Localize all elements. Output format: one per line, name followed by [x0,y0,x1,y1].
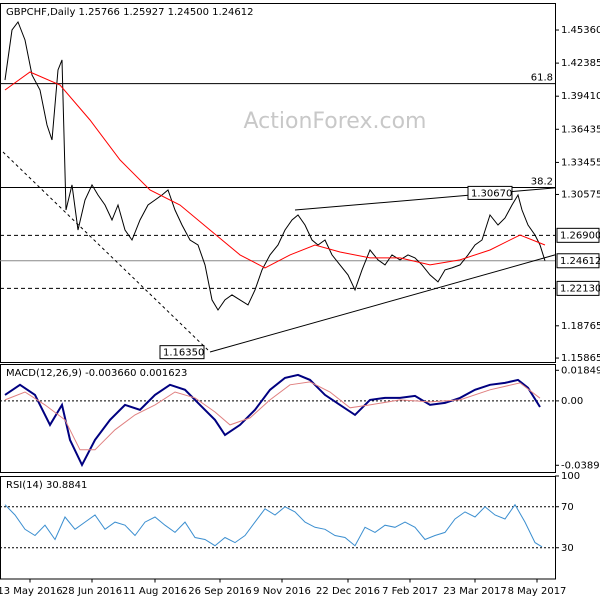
x-tick-label: 9 Nov 2016 [253,586,311,597]
x-tick-label: 8 May 2017 [508,586,567,597]
watermark: ActionForex.com [244,109,427,134]
y-tick-label: 1.45360 [561,25,600,36]
pane-frame [0,364,556,473]
price-box [556,253,600,269]
x-tick-label: 11 Aug 2016 [123,586,187,597]
x-tick-label: 13 May 2016 [0,586,63,597]
series-line [4,373,541,468]
series-line [4,71,546,269]
y-tick-label: 30 [561,543,574,554]
price-box [556,227,600,243]
pane-title: GBPCHF,Daily 1.25766 1.25927 1.24500 1.2… [6,7,254,18]
y-tick-label: 1.15865 [561,353,600,364]
price-label: 1.22130 [560,283,600,294]
y-tick-label: -0.038941 [561,460,600,471]
series-line [4,20,546,311]
y-tick-label: 70 [561,502,574,513]
price-box [556,280,600,296]
fib-label: 38.2 [531,177,553,188]
series-line [209,254,556,353]
x-tick-label: 26 Sep 2016 [188,586,251,597]
annotation-box [467,185,513,200]
pane-title: RSI(14) 30.8841 [6,480,87,491]
series-line [4,381,541,451]
x-tick-label: 22 Dec 2016 [316,586,380,597]
y-tick-label: 1.30575 [561,189,600,200]
fib-label: 61.8 [531,73,553,84]
y-tick-label: 0.00 [561,396,583,407]
y-tick-label: 0.018495 [561,365,600,376]
x-tick-label: 7 Feb 2017 [382,586,438,597]
x-tick-label: 28 Jun 2016 [62,586,122,597]
y-tick-label: 1.18765 [561,321,600,332]
pane-frame [0,3,556,363]
y-tick-label: 1.33455 [561,157,600,168]
y-tick-label: 100 [561,471,580,482]
annotation-label: 1.30670 [471,188,512,199]
y-tick-label: 1.42385 [561,58,600,69]
y-tick-label: 1.39410 [561,91,600,102]
annotation-label: 1.16350 [163,348,204,359]
series-line [4,503,543,548]
x-tick-label: 23 Mar 2017 [443,586,506,597]
pane-title: MACD(12,26,9) -0.003660 0.001623 [6,368,187,379]
annotation-box [159,345,205,360]
y-tick-label: 1.36435 [561,124,600,135]
price-label: 1.24612 [560,256,600,267]
price-label: 1.26900 [560,230,600,241]
pane-frame [0,476,556,580]
